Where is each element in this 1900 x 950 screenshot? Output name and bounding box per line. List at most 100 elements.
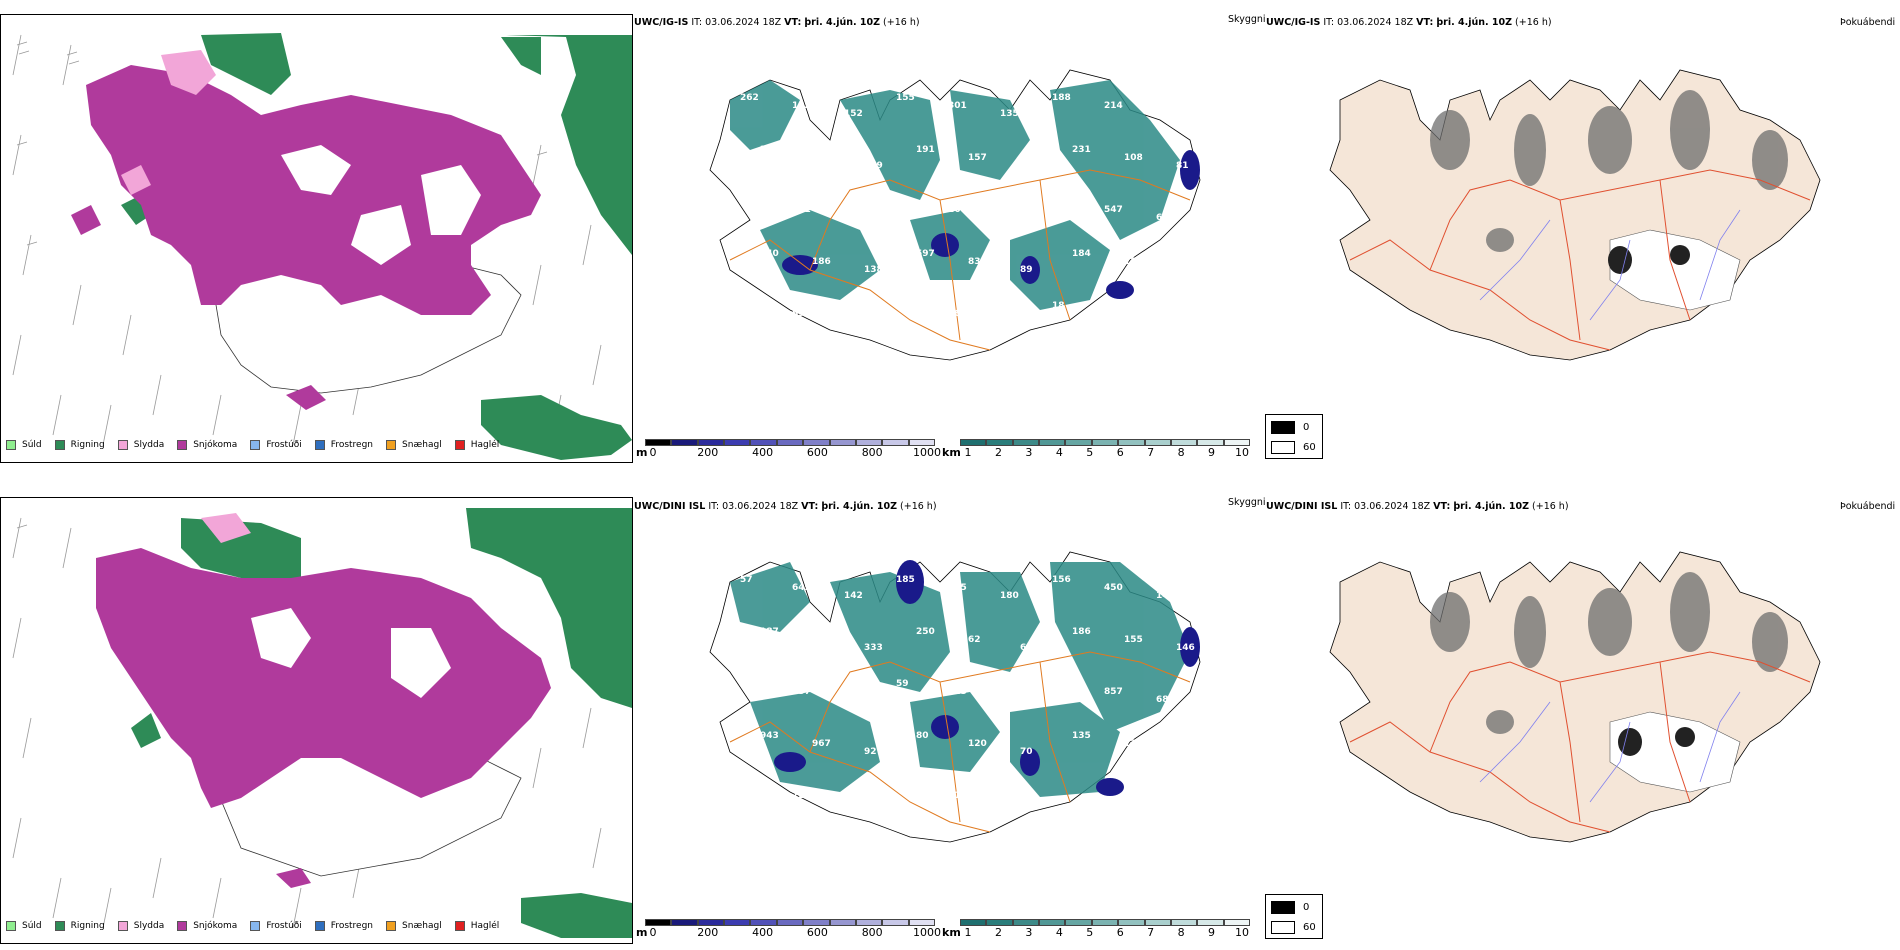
row2-fog-legend: 0 60 (1265, 894, 1323, 939)
vis-value-label: 185 (896, 575, 915, 585)
scale-tick-label: 400 (752, 446, 774, 459)
vis-value-label: 120 (968, 739, 987, 749)
vis-value-label: 108 (1124, 153, 1143, 163)
legend-swatch (386, 440, 397, 450)
vis-value-label: 89 (1020, 265, 1033, 275)
vis-value-label: 74 (896, 197, 909, 207)
scale-cell (986, 919, 1013, 926)
legend-swatch (117, 440, 128, 450)
row2-vis-lead: (+16 h) (900, 501, 937, 512)
row1-vis-it-label: IT: (691, 17, 703, 28)
scale-cell (671, 439, 698, 446)
vis-value-label: 450 (1104, 583, 1123, 593)
scale-cell (1170, 919, 1198, 926)
scale-tick-label: 7 (1147, 446, 1155, 459)
vis-value-label: 62 (896, 783, 909, 793)
scale-cell (1144, 919, 1171, 926)
scale-cell (1118, 439, 1145, 446)
scale-cell (882, 919, 909, 926)
scale-tick-label: 8 (1177, 446, 1185, 459)
legend-label: Frostúði (266, 440, 302, 450)
scale-cell (724, 919, 751, 926)
row1-vis-vt-label: VT: (784, 17, 802, 28)
row2-precip-map (0, 497, 633, 944)
legend-swatch (314, 921, 325, 931)
legend-item-haglel: Haglél (454, 921, 499, 931)
fog-legend-item: 60 (1271, 921, 1316, 934)
scale-tick-label: 10 (1235, 926, 1249, 939)
scale-cell (960, 439, 987, 446)
vis-value-label: 207 (1156, 109, 1175, 119)
scale-cell (1223, 919, 1250, 926)
legend-item-rigning: Rigning (54, 921, 105, 931)
vis-value-label: 967 (812, 739, 831, 749)
row2-vis-vt-value: þri. 4.jún. 10Z (821, 501, 897, 512)
fog-legend-label: 0 (1303, 902, 1310, 913)
vis-value-label: 135 (1000, 109, 1019, 119)
scale-tick-label: 9 (1208, 446, 1216, 459)
row1-fog-it-label: IT: (1323, 17, 1335, 28)
legend-item-frostudi: Frostúði (250, 921, 302, 931)
fog-legend-label: 60 (1303, 922, 1316, 933)
fog-legend-item: 0 (1271, 421, 1309, 434)
scale-tick-label: 1000 (913, 446, 941, 459)
vis-value-label: 80 (916, 731, 929, 741)
scale-tick-label: 0 (649, 926, 657, 939)
vis-value-label: 109 (740, 197, 759, 207)
vis-value-label: 142 (844, 591, 863, 601)
scale-cell (645, 439, 672, 446)
vis-value-label: 176 (844, 799, 863, 809)
row1-height-bar (645, 439, 935, 446)
scale-tick-label: 4 (1055, 446, 1063, 459)
vis-value-label: 250 (916, 627, 935, 637)
scale-cell (1091, 439, 1119, 446)
vis-value-label: 666 (1176, 265, 1195, 275)
vis-value-label: 451 (844, 213, 863, 223)
row1-vis-ticks: 1 2 3 4 5 6 7 8 9 10 (960, 446, 1250, 460)
row2-vis-unit: km (942, 926, 961, 939)
vis-value-label: 187 (760, 627, 779, 637)
row1-vis-value-labels: 262 132 152 155 301 135 188 214 207 298 166 169 191 1… (740, 93, 1195, 327)
scale-cell (855, 919, 883, 926)
scale-tick-label: 1 (964, 926, 972, 939)
scale-tick-label: 600 (806, 926, 828, 939)
legend-item-haglel: Haglél (454, 440, 499, 450)
row1-precip-map (0, 14, 633, 463)
legend-swatch (54, 440, 65, 450)
scale-cell (908, 919, 935, 926)
vis-value-label: 184 (1072, 249, 1091, 259)
scale-cell (750, 919, 777, 926)
scale-cell (1065, 919, 1092, 926)
scale-tick-label: 5 (1086, 446, 1094, 459)
scale-cell (776, 919, 804, 926)
scale-cell (697, 919, 725, 926)
vis-value-label: 130 (1124, 739, 1143, 749)
row1-height-ticks: 0 200 400 600 800 1000 (645, 446, 942, 460)
vis-value-label: 81 (1176, 161, 1189, 171)
legend-item-snaehagl: Snæhagl (386, 440, 442, 450)
vis-value-label: 597 (916, 249, 935, 259)
vis-value-label: 680 (1156, 695, 1175, 705)
scale-tick-label: 2 (994, 446, 1002, 459)
legend-item-frostudi: Frostúði (250, 440, 302, 450)
vis-value-label: 649 (792, 583, 811, 593)
legend-label: Snjókoma (193, 921, 238, 931)
scale-tick-label: 7 (1147, 926, 1155, 939)
scale-tick-label: 200 (697, 926, 719, 939)
scale-cell (908, 439, 935, 446)
scale-tick-label: 800 (861, 446, 883, 459)
legend-swatch (454, 921, 465, 931)
scale-cell (776, 439, 804, 446)
scale-cell (750, 439, 777, 446)
legend-swatch (117, 921, 128, 931)
scale-tick-label: 800 (861, 926, 883, 939)
legend-swatch (454, 440, 465, 450)
vis-value-label: 262 (740, 93, 759, 103)
scale-cell (1170, 439, 1198, 446)
scale-tick-label: 2 (994, 926, 1002, 939)
vis-value-label: 123 (1000, 317, 1019, 327)
scale-cell (1091, 919, 1119, 926)
scale-cell (960, 919, 987, 926)
vis-value-label: 140 (760, 249, 779, 259)
vis-value-label: 301 (1052, 679, 1071, 689)
